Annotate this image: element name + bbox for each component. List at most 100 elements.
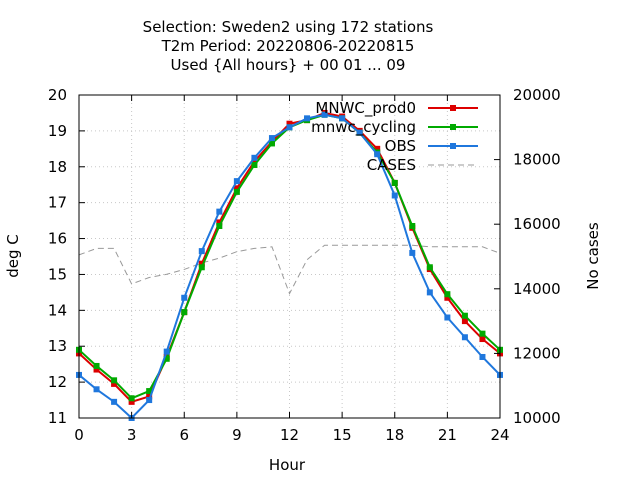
data-point-mnwc-prod0 — [444, 294, 451, 301]
series-layer — [76, 109, 503, 421]
series-cases — [78, 244, 501, 295]
series-line-obs — [78, 113, 501, 420]
legend-marker-mnwc-cycling — [450, 124, 456, 130]
data-point-obs — [444, 314, 451, 321]
y-tick-label: 16 — [48, 230, 67, 248]
data-point-obs — [181, 294, 188, 301]
y-tick-label: 18 — [48, 158, 67, 176]
data-point-mnwc-cycling — [163, 355, 170, 362]
x-tick-label: 21 — [438, 426, 457, 444]
x-tick-label: 9 — [232, 426, 242, 444]
data-point-mnwc-prod0 — [93, 366, 100, 373]
x-tick-label: 18 — [385, 426, 404, 444]
y-tick-label: 15 — [48, 265, 67, 283]
title-line-1: Selection: Sweden2 using 172 stations — [143, 18, 434, 36]
legend-marker-mnwc-prod0 — [450, 105, 456, 111]
data-point-obs — [163, 348, 170, 355]
title-line-3: Used {All hours} + 00 01 ... 09 — [171, 56, 406, 74]
y-tick-label: 19 — [48, 122, 67, 140]
y2-tick-label: 16000 — [513, 215, 561, 233]
grid — [79, 95, 500, 418]
data-point-mnwc-cycling — [146, 388, 153, 395]
data-point-obs — [304, 115, 311, 122]
x-tick-label: 24 — [490, 426, 509, 444]
y2-tick-label: 20000 — [513, 86, 561, 104]
y-axis-label: deg C — [4, 234, 22, 278]
x-tick-label: 12 — [280, 426, 299, 444]
y-tick-label: 13 — [48, 337, 67, 355]
data-point-mnwc-cycling — [216, 222, 223, 229]
data-point-obs — [251, 154, 258, 161]
legend-label-cases: CASES — [367, 156, 416, 174]
series-line-cases — [78, 244, 501, 295]
data-point-mnwc-cycling — [444, 291, 451, 298]
data-point-mnwc-cycling — [233, 188, 240, 195]
data-point-obs — [409, 249, 416, 256]
data-point-obs — [461, 334, 468, 341]
data-point-mnwc-cycling — [128, 395, 135, 402]
data-point-mnwc-cycling — [181, 309, 188, 316]
data-point-mnwc-prod0 — [251, 158, 258, 165]
y2-tick-label: 18000 — [513, 151, 561, 169]
x-tick-label: 3 — [127, 426, 137, 444]
data-point-obs — [391, 192, 398, 199]
data-point-obs — [146, 397, 153, 404]
data-point-mnwc-cycling — [198, 264, 205, 271]
data-point-obs — [268, 135, 275, 142]
legend-label-mnwc-prod0: MNWC_prod0 — [315, 99, 416, 118]
series-obs — [76, 111, 503, 421]
data-point-obs — [111, 398, 118, 405]
data-point-mnwc-prod0 — [128, 398, 135, 405]
x-axis-label: Hour — [269, 456, 306, 474]
axis-ticks: 0 3 6 9 12 15 18 21 24 11 12 13 14 15 16 17 18 19 20 10000 1… — [48, 86, 561, 444]
data-point-mnwc-cycling — [409, 222, 416, 229]
data-point-obs — [374, 151, 381, 158]
data-point-mnwc-prod0 — [233, 185, 240, 192]
data-point-obs — [216, 208, 223, 215]
data-point-mnwc-cycling — [461, 312, 468, 319]
y2-tick-label: 10000 — [513, 409, 561, 427]
y-tick-label: 11 — [48, 409, 67, 427]
chart-title: Selection: Sweden2 using 172 stations T2… — [143, 18, 434, 74]
y-tick-label: 14 — [48, 301, 67, 319]
title-line-2: T2m Period: 20220806-20220815 — [161, 37, 415, 55]
data-point-mnwc-cycling — [93, 362, 100, 369]
data-point-obs — [356, 129, 363, 136]
data-point-obs — [426, 289, 433, 296]
data-point-mnwc-cycling — [251, 161, 258, 168]
y2-tick-label: 12000 — [513, 344, 561, 362]
data-point-mnwc-prod0 — [111, 380, 118, 387]
data-point-mnwc-prod0 — [198, 260, 205, 267]
data-point-mnwc-prod0 — [286, 120, 293, 127]
data-point-obs — [198, 248, 205, 255]
y2-axis-label: No cases — [584, 222, 602, 290]
data-point-obs — [286, 124, 293, 131]
x-tick-label: 0 — [74, 426, 84, 444]
data-point-obs — [233, 178, 240, 185]
data-point-mnwc-cycling — [391, 179, 398, 186]
data-point-mnwc-cycling — [111, 377, 118, 384]
data-point-mnwc-prod0 — [479, 336, 486, 343]
data-point-obs — [339, 115, 346, 122]
data-point-obs — [479, 353, 486, 360]
y2-tick-label: 14000 — [513, 280, 561, 298]
data-point-mnwc-prod0 — [216, 219, 223, 226]
y-tick-label: 17 — [48, 194, 67, 212]
x-tick-label: 15 — [333, 426, 352, 444]
x-tick-label: 6 — [179, 426, 189, 444]
series-mnwc-prod0 — [76, 109, 503, 405]
data-point-mnwc-cycling — [268, 140, 275, 147]
data-point-obs — [321, 111, 328, 118]
data-point-mnwc-prod0 — [374, 145, 381, 152]
legend-label-obs: OBS — [385, 137, 416, 155]
legend-label-mnwc-cycling: mnwc_cycling — [311, 118, 416, 137]
data-point-mnwc-prod0 — [461, 318, 468, 325]
data-point-obs — [93, 386, 100, 393]
data-point-mnwc-cycling — [426, 264, 433, 271]
legend-marker-obs — [450, 143, 456, 149]
y-tick-label: 12 — [48, 373, 67, 391]
data-point-mnwc-prod0 — [146, 393, 153, 400]
series-line-mnwc-prod0 — [78, 111, 501, 403]
